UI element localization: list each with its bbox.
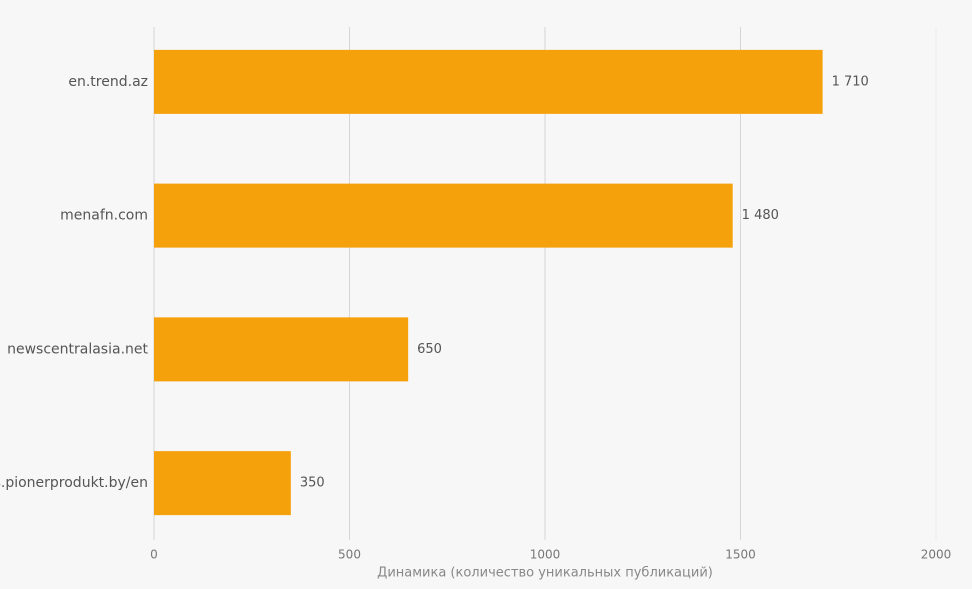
bar (154, 451, 291, 516)
x-axis-label: Динамика (количество уникальных публикац… (377, 566, 713, 581)
bar (154, 183, 733, 248)
y-tick-label: menafn.com (60, 208, 148, 224)
x-tick-label: 500 (338, 548, 361, 562)
bar (154, 317, 409, 382)
x-tick-label: 0 (150, 548, 158, 562)
y-tick-label: en.trend.az (68, 74, 148, 90)
value-label: 650 (417, 342, 442, 357)
x-tick-label: 1500 (725, 548, 756, 562)
bar (154, 49, 823, 114)
y-tick-label: s.pionerprodukt.by/en (0, 475, 148, 491)
value-label: 350 (300, 476, 325, 491)
x-tick-label: 2000 (921, 548, 952, 562)
value-label: 1 480 (742, 208, 779, 223)
value-label: 1 710 (832, 74, 869, 89)
x-tick-label: 1000 (530, 548, 561, 562)
y-tick-label: newscentralasia.net (7, 341, 148, 357)
